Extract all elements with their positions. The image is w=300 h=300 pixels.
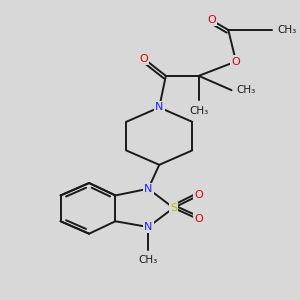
Text: CH₃: CH₃ bbox=[278, 25, 297, 35]
Text: N: N bbox=[144, 184, 152, 194]
Text: S: S bbox=[170, 203, 177, 213]
Text: N: N bbox=[144, 222, 152, 232]
Text: O: O bbox=[232, 56, 240, 67]
Text: N: N bbox=[155, 102, 164, 112]
Text: CH₃: CH₃ bbox=[237, 85, 256, 95]
Text: CH₃: CH₃ bbox=[139, 255, 158, 265]
Text: CH₃: CH₃ bbox=[189, 106, 208, 116]
Text: O: O bbox=[194, 190, 203, 200]
Text: O: O bbox=[194, 214, 203, 224]
Text: O: O bbox=[140, 54, 148, 64]
Text: O: O bbox=[208, 15, 216, 26]
